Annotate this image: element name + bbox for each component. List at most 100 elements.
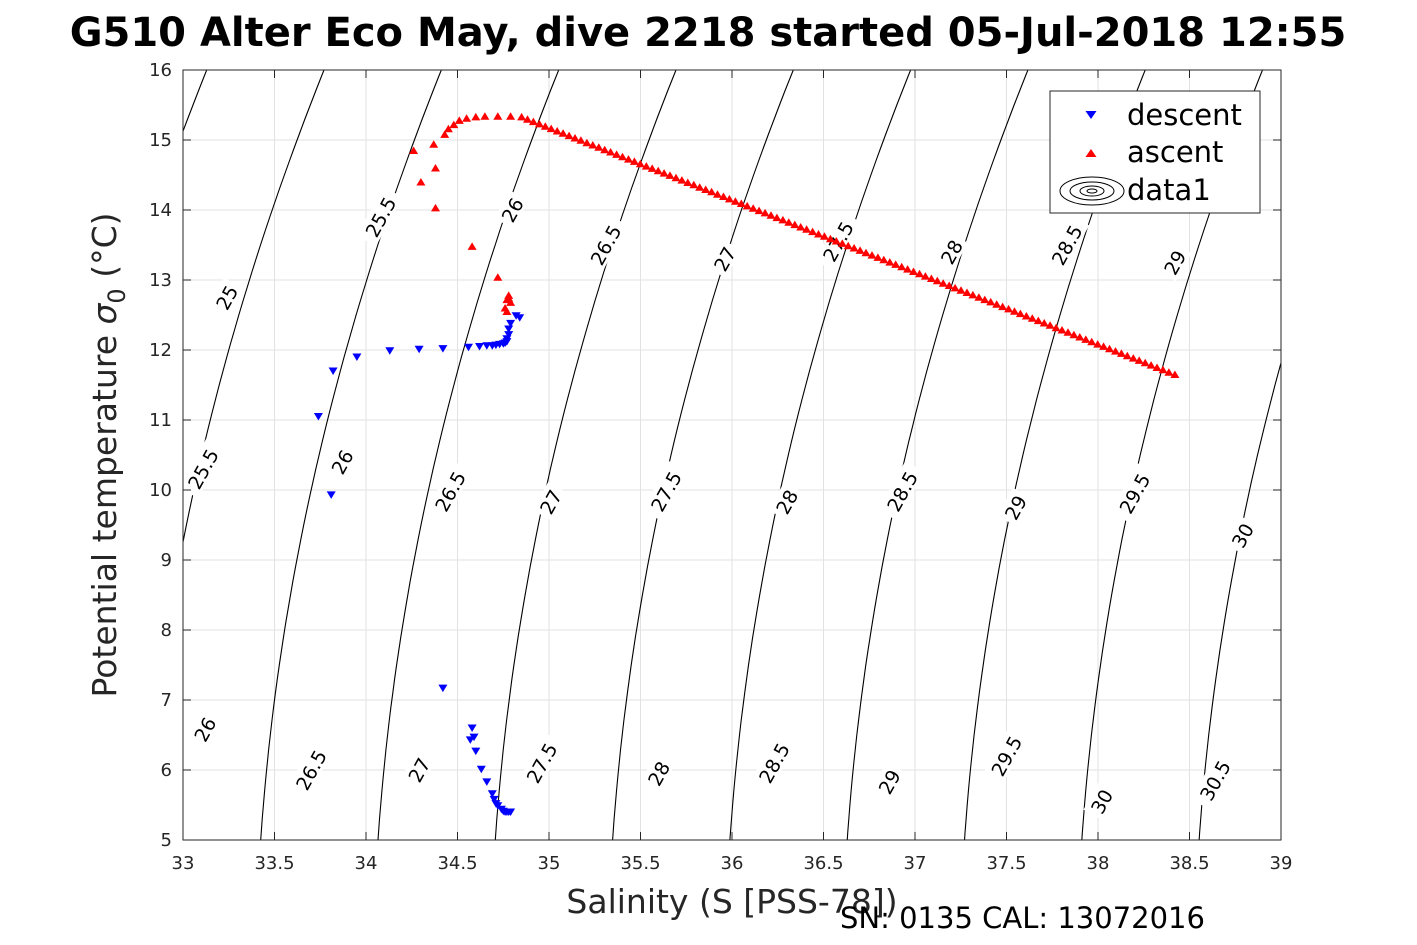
ascent-point: [1105, 344, 1114, 353]
ascent-point: [671, 173, 681, 182]
contour-label-bg: [997, 487, 1033, 527]
serial-calibration-text: SN: 0135 CAL: 13072016: [840, 901, 1205, 935]
ascent-point: [665, 171, 675, 179]
ascent-point: [974, 293, 984, 301]
axis-ticks: 33 33.5 34 34.5 35 35.5 36 36.5 37 37.5 38 38.5 39 5 6…: [149, 60, 1292, 874]
ascent-point: [831, 237, 841, 245]
y-axis-label-unit: (°C): [85, 213, 124, 289]
y-tick-label: 14: [149, 200, 172, 221]
ascent-point: [713, 190, 722, 198]
ascent-point: [612, 150, 622, 158]
descent-point: [326, 491, 336, 499]
contour-label-bg: [642, 461, 689, 521]
ascent-point: [502, 307, 512, 315]
legend-contour-icon: [1059, 176, 1125, 206]
contour-label-bg: [640, 753, 676, 793]
contour-label-bg: [186, 709, 222, 749]
descent-point: [482, 778, 492, 786]
x-tick-label: 38.5: [1169, 853, 1209, 874]
ascent-point: [1111, 347, 1120, 355]
ascent-point: [790, 220, 800, 229]
ascent-point: [962, 288, 972, 296]
ascent-point: [546, 124, 556, 133]
ascent-point: [701, 185, 711, 193]
ascent-point: [796, 223, 806, 231]
y-tick-label: 16: [149, 60, 172, 81]
contour-label-bg: [581, 214, 629, 275]
isopycnal-line: [1198, 360, 1281, 840]
ascent-point: [1039, 319, 1049, 327]
chart-title: G510 Alter Eco May, dive 2218 started 05…: [70, 10, 1347, 56]
ascent-point: [837, 239, 847, 247]
ascent-point: [1128, 354, 1138, 362]
contour-label: 30: [1224, 515, 1260, 555]
legend-ascent-label: ascent: [1127, 135, 1223, 169]
isopycnal-line: [729, 70, 912, 840]
x-tick-label: 39: [1270, 853, 1293, 874]
y-tick-label: 7: [161, 690, 172, 711]
ascent-point: [867, 251, 877, 259]
ascent-point: [576, 136, 586, 144]
ascent-point: [1075, 333, 1085, 341]
ascent-point: [885, 258, 895, 266]
ascent-point: [647, 164, 657, 172]
ascent-point: [730, 197, 740, 205]
x-tick-label: 34: [355, 853, 378, 874]
ascent-point: [772, 213, 782, 222]
ascent-point: [1087, 337, 1097, 346]
ascent-point: [695, 183, 705, 191]
ascent-point: [1116, 349, 1126, 357]
ascent-point: [855, 246, 865, 254]
descent-point: [328, 367, 338, 375]
ascent-point: [409, 146, 419, 154]
y-tick-label: 11: [149, 410, 172, 431]
ascent-point: [742, 201, 752, 210]
descent-point: [438, 345, 448, 353]
ascent-point: [932, 276, 942, 285]
contour-label-bg: [1110, 463, 1157, 523]
descent-point: [506, 319, 516, 328]
ascent-point: [926, 274, 936, 282]
ascent-point: [467, 242, 477, 250]
isopycnal-line: [260, 70, 442, 840]
ascent-point: [719, 192, 728, 200]
ascent-point: [523, 115, 532, 123]
y-tick-label: 9: [161, 550, 172, 571]
ascent-point: [986, 297, 996, 306]
x-tick-label: 34.5: [437, 853, 477, 874]
isopycnal-line: [1314, 35, 1417, 875]
y-axis-label-symbol: σ: [85, 303, 124, 325]
x-tick-label: 33.5: [254, 853, 294, 874]
contour-label-bg: [517, 732, 565, 793]
ascent-point: [449, 120, 459, 129]
ascent-point: [1164, 368, 1174, 376]
ascent-point: [471, 112, 481, 121]
ascent-point: [1004, 304, 1014, 313]
ascent-point: [861, 248, 871, 257]
ascent-point: [920, 272, 930, 280]
ascent-point: [1140, 358, 1150, 367]
y-tick-label: 5: [161, 830, 172, 851]
contour-label-bg: [706, 239, 742, 278]
ascent-point: [754, 206, 764, 215]
ascent-point: [493, 112, 503, 120]
ascent-point: [736, 199, 746, 207]
ascent-point: [1033, 316, 1043, 325]
descent-point: [476, 765, 486, 774]
ascent-point: [1057, 326, 1067, 334]
descent-point: [506, 808, 516, 816]
isopycnal-line: [494, 70, 677, 840]
ascent-point: [938, 279, 948, 287]
ascent-point: [808, 227, 818, 236]
ascent-point: [897, 262, 907, 271]
descent-point: [414, 345, 424, 354]
x-axis-label: Salinity (S [PSS-78]): [566, 882, 897, 921]
ascent-point: [784, 218, 794, 226]
descent-point: [467, 724, 477, 732]
ascent-point: [624, 155, 633, 163]
x-tick-label: 38: [1087, 853, 1110, 874]
contour-label-bg: [1083, 781, 1119, 821]
contour-label-bg: [532, 482, 568, 521]
ascent-point: [748, 204, 758, 212]
ascent-point: [582, 138, 592, 147]
